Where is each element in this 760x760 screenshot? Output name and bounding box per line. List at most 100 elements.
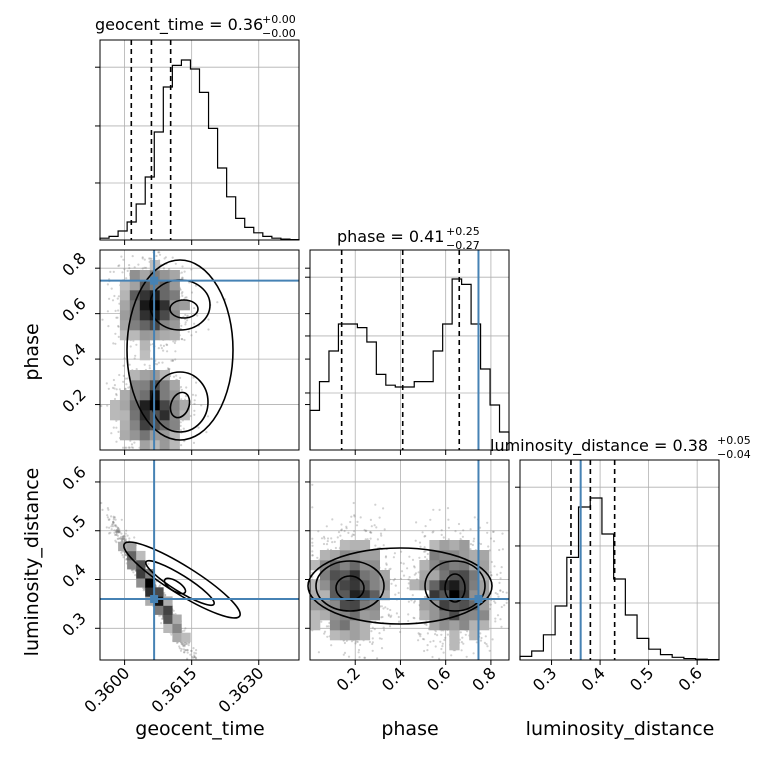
phase-vs-time-point xyxy=(141,256,144,259)
distance-vs-time-density-cell xyxy=(163,605,173,615)
phase-vs-time-point xyxy=(117,264,120,268)
distance-vs-time-point xyxy=(183,651,186,654)
phase-vs-time-point xyxy=(179,385,183,389)
distance-vs-phase-point xyxy=(432,639,435,643)
phase-vs-time-point xyxy=(162,267,165,270)
distance-vs-phase-point xyxy=(505,591,508,594)
distance-vs-time-point xyxy=(180,647,183,651)
phase-vs-time-point xyxy=(181,277,184,280)
phase-vs-time-point xyxy=(205,431,208,434)
phase-vs-time-point xyxy=(207,328,210,331)
phase-vs-time-density-cell xyxy=(129,330,141,341)
phase-vs-time-point xyxy=(115,388,118,391)
phase-vs-time-density-cell xyxy=(119,300,131,311)
phase-vs-time-point xyxy=(148,257,151,260)
distance-vs-phase-point xyxy=(398,620,401,623)
distance-vs-time-point xyxy=(115,541,118,544)
phase-vs-time-point xyxy=(196,314,199,317)
phase-vs-time-point xyxy=(206,415,210,418)
phase-vs-time-point xyxy=(164,256,167,259)
phase-vs-time-point xyxy=(173,341,176,345)
phase-vs-time-point xyxy=(183,270,186,273)
phase-vs-time-point xyxy=(193,322,196,325)
phase-vs-time-point xyxy=(157,251,160,254)
phase-vs-time-density-cell xyxy=(139,430,151,441)
phase-vs-time-truth-marker xyxy=(150,276,159,285)
phase-vs-time-density-cell xyxy=(119,410,131,421)
phase-vs-time-point xyxy=(172,340,175,343)
phase-vs-time-point xyxy=(184,313,187,316)
phase-vs-time-point xyxy=(131,446,135,449)
distance-vs-time-point xyxy=(124,535,127,538)
distance-vs-time-density-cell xyxy=(136,578,146,588)
distance-vs-phase-point xyxy=(373,524,376,527)
hist-geocent-time-bars xyxy=(99,59,300,241)
phase-vs-time-point xyxy=(110,287,113,290)
phase-vs-time-point xyxy=(122,364,125,367)
phase-vs-time-point xyxy=(116,316,119,319)
phase-vs-time-point xyxy=(125,383,128,386)
phase-vs-time-point xyxy=(185,296,188,299)
phase-vs-time-density-cell xyxy=(110,400,121,411)
phase-vs-time-density-cell xyxy=(159,310,170,321)
distance-vs-phase-point xyxy=(388,625,392,628)
phase-vs-time-density-cell xyxy=(159,380,170,391)
phase-vs-time-point xyxy=(125,446,128,449)
distance-vs-time-point xyxy=(186,642,189,645)
phase-vs-time-point xyxy=(185,386,188,389)
phase-vs-time-point xyxy=(216,301,219,304)
phase-vs-time-point xyxy=(114,309,117,312)
phase-vs-time-point xyxy=(184,395,187,398)
phase-vs-time-point xyxy=(115,419,118,422)
phase-vs-time-density-cell xyxy=(159,270,170,281)
phase-vs-time-point xyxy=(190,268,193,271)
phase-vs-time-density-cell xyxy=(139,310,151,321)
phase-vs-time-point xyxy=(135,343,138,346)
distance-vs-time-density-cell xyxy=(163,596,173,606)
phase-vs-time-point xyxy=(109,270,112,273)
phase-vs-time-point xyxy=(127,446,130,449)
distance-vs-phase-point xyxy=(440,533,443,537)
phase-vs-time-point xyxy=(122,446,125,449)
phase-vs-time-point xyxy=(183,338,186,342)
phase-vs-time-density-cell xyxy=(139,290,151,301)
distance-vs-time-point xyxy=(122,537,125,540)
distance-vs-time-point xyxy=(107,508,110,511)
phase-vs-time-point xyxy=(116,297,119,300)
phase-vs-time-point xyxy=(193,399,196,402)
phase-vs-time-point xyxy=(159,344,162,347)
phase-vs-time-point xyxy=(166,367,170,370)
phase-vs-time-density-cell xyxy=(139,400,151,411)
phase-vs-time-point xyxy=(100,404,103,408)
phase-vs-time-point xyxy=(141,257,144,260)
distance-vs-time-point xyxy=(108,526,111,529)
phase-vs-time-density-cell xyxy=(169,290,180,301)
phase-vs-time-point xyxy=(180,292,183,295)
distance-vs-time-point xyxy=(134,574,137,577)
distance-vs-phase-point xyxy=(323,632,326,635)
phase-vs-time-point xyxy=(134,354,137,357)
phase-vs-time-point xyxy=(118,373,121,377)
phase-vs-time-point xyxy=(157,347,160,350)
phase-vs-time-point xyxy=(117,325,120,328)
phase-vs-time-point xyxy=(137,263,140,266)
phase-vs-time-point xyxy=(126,269,129,272)
phase-vs-time-density-cell xyxy=(129,420,141,431)
distance-vs-time-point xyxy=(106,516,109,519)
phase-vs-time-density-cell xyxy=(169,330,180,341)
distance-vs-time-density-cell xyxy=(136,550,146,561)
phase-vs-time-point xyxy=(192,376,195,379)
distance-vs-time-point xyxy=(175,641,179,645)
phase-vs-time-point xyxy=(107,325,110,328)
distance-vs-phase-point xyxy=(490,560,493,564)
phase-vs-time-point xyxy=(133,266,136,269)
distance-vs-time-point xyxy=(114,518,117,521)
distance-vs-time-density-cell xyxy=(154,605,164,615)
distance-vs-phase-point xyxy=(434,645,437,648)
phase-vs-time-point xyxy=(184,321,187,324)
phase-vs-time-point xyxy=(174,358,177,361)
distance-vs-time-point xyxy=(147,562,150,566)
phase-vs-time-density-cell xyxy=(139,320,151,331)
phase-vs-time-point xyxy=(123,357,126,360)
phase-vs-time-density-cell xyxy=(129,410,141,421)
